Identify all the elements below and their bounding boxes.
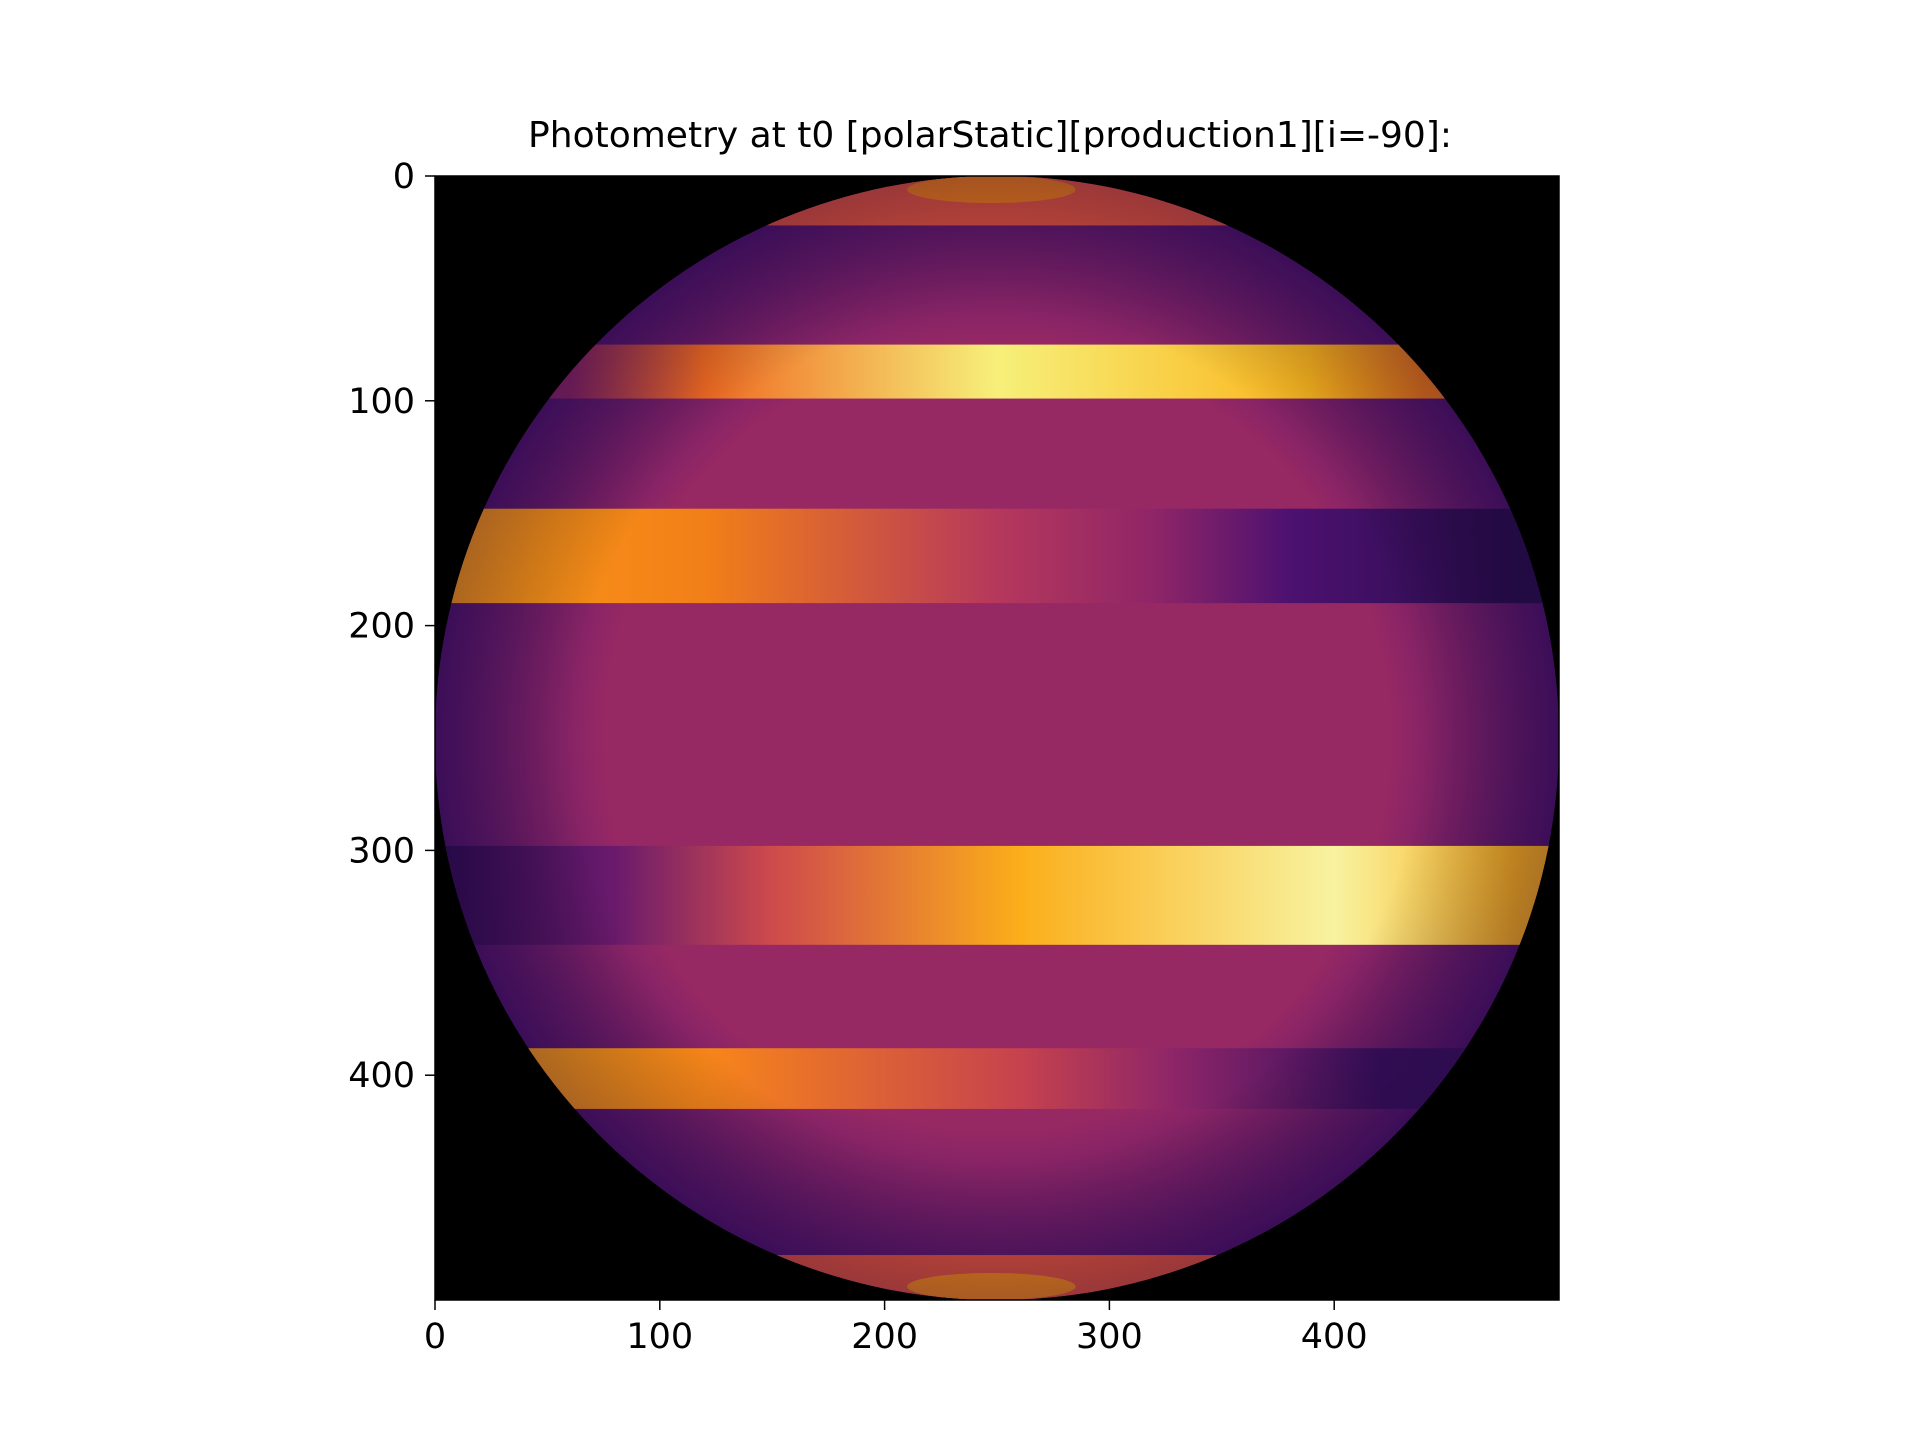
y-tick-label: 0: [393, 157, 415, 197]
y-tick-label: 300: [348, 831, 415, 871]
x-tick-label: 200: [851, 1317, 918, 1357]
chart-title: Photometry at t0 [polarStatic][productio…: [528, 115, 1452, 156]
x-tick-label: 300: [1076, 1317, 1143, 1357]
y-axis: 0 100 200 300 400: [348, 157, 435, 1096]
y-tick-label: 200: [348, 607, 415, 647]
x-axis: 0 100 200 300 400: [424, 1300, 1368, 1357]
plot-area: [434, 175, 1560, 1301]
y-tick-label: 400: [348, 1056, 415, 1096]
x-tick-label: 0: [424, 1317, 446, 1357]
plot-frame: [434, 175, 1560, 1301]
limb-shading: [435, 176, 1559, 1300]
x-tick-label: 100: [626, 1317, 693, 1357]
y-tick-label: 100: [348, 382, 415, 422]
stellar-disk: [435, 176, 1559, 1300]
x-tick-label: 400: [1301, 1317, 1368, 1357]
